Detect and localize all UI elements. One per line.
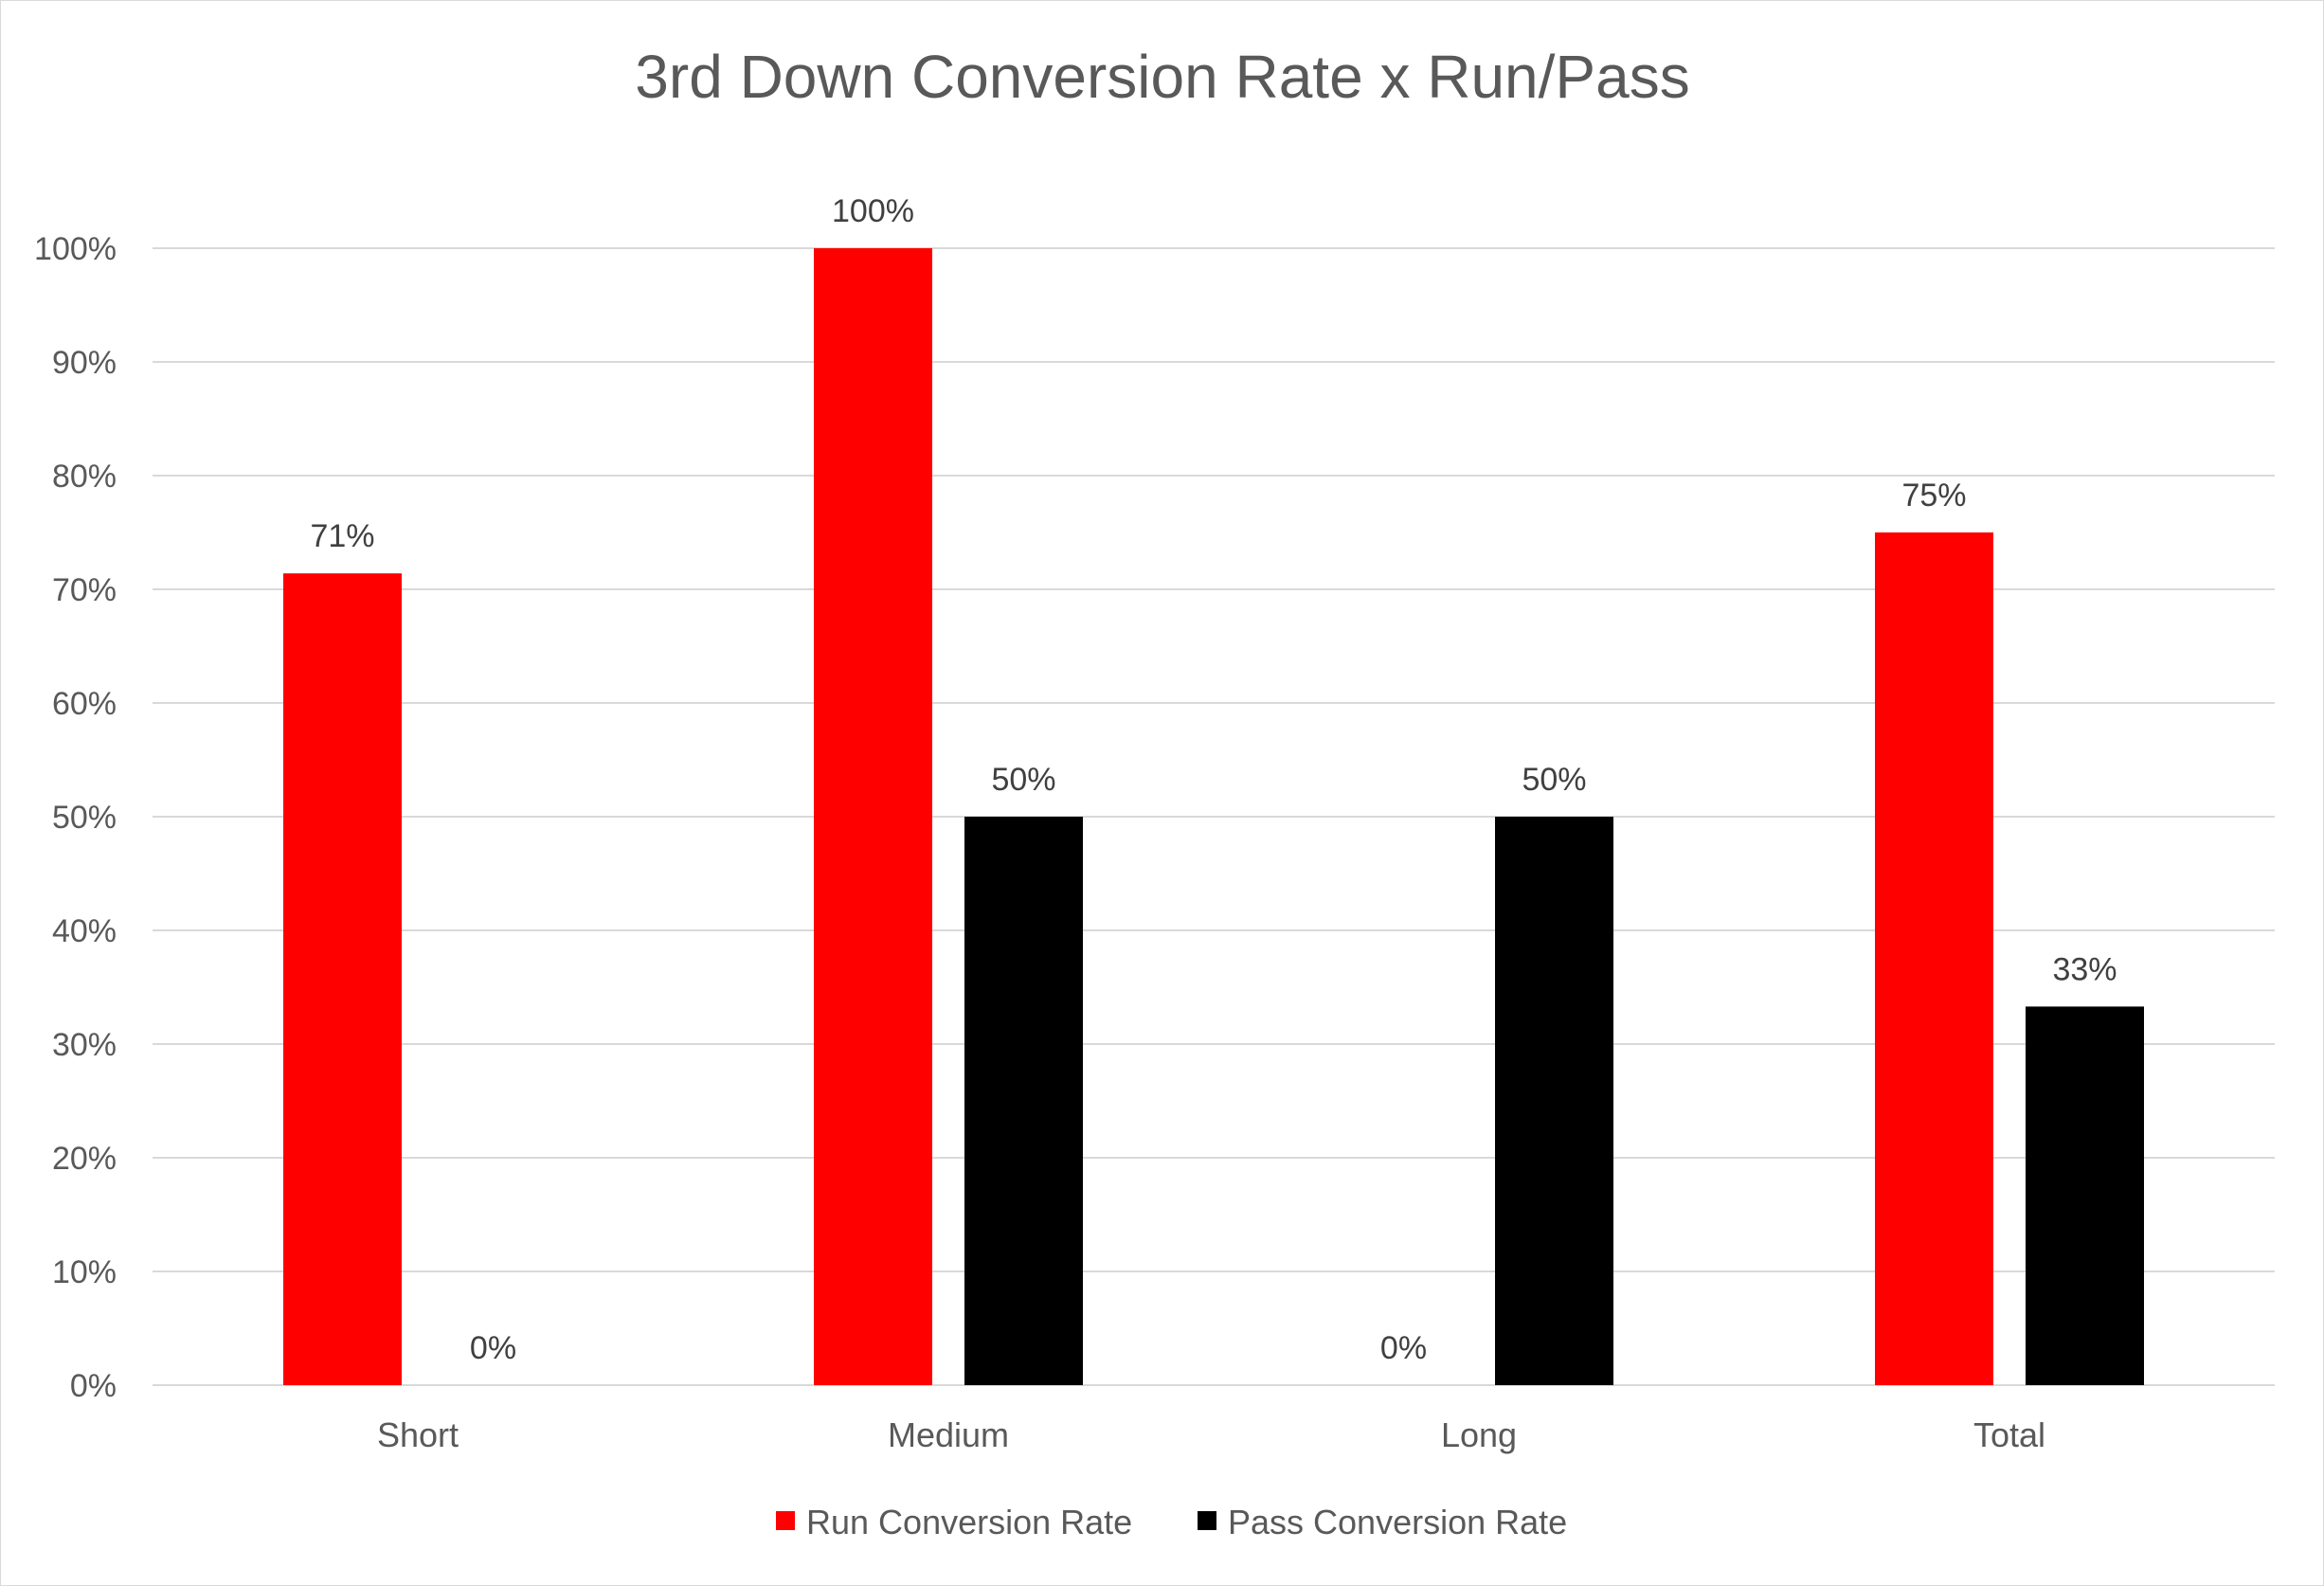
legend-label: Run Conversion Rate [806,1503,1132,1541]
data-label: 100% [832,193,914,229]
y-tick-label: 50% [52,800,117,836]
y-tick-label: 90% [52,345,117,381]
data-label: 50% [991,762,1055,798]
data-label: 71% [310,518,374,554]
bars [283,248,2144,1385]
gridlines [153,247,2275,1386]
legend-swatch-pass [1198,1511,1216,1530]
data-label: 75% [1901,478,1966,514]
x-category-label: Total [1973,1415,2045,1454]
x-category-label: Short [377,1415,459,1454]
bar-medium-pass [964,817,1083,1385]
bar-medium-run [814,248,932,1385]
chart-title: 3rd Down Conversion Rate x Run/Pass [635,43,1689,111]
x-category-label: Long [1441,1415,1517,1454]
data-label: 50% [1522,762,1586,798]
legend: Run Conversion Rate Pass Conversion Rate [776,1503,1567,1541]
y-tick-label: 100% [34,231,117,267]
y-tick-label: 0% [70,1368,117,1404]
bar-total-pass [2026,1006,2144,1385]
y-tick-label: 80% [52,459,117,495]
data-label: 0% [1380,1330,1427,1366]
y-tick-label: 70% [52,572,117,608]
x-category-label: Medium [888,1415,1009,1454]
legend-swatch-run [776,1511,795,1530]
y-axis-ticks: 0% 10% 20% 30% 40% 50% 60% 70% 80% 90% 100% [34,231,117,1404]
y-tick-label: 30% [52,1027,117,1063]
data-label: 0% [470,1330,516,1366]
data-label: 33% [2052,951,2117,987]
y-tick-label: 10% [52,1254,117,1290]
y-tick-label: 40% [52,913,117,949]
y-tick-label: 60% [52,686,117,722]
bar-short-run [283,573,402,1385]
y-tick-label: 20% [52,1141,117,1177]
data-labels: 71% 0% 100% 50% 0% 50% 75% 33% [310,193,2117,1366]
legend-label: Pass Conversion Rate [1228,1503,1567,1541]
bar-long-pass [1495,817,1613,1385]
bar-total-run [1875,532,1993,1385]
x-axis-categories: Short Medium Long Total [377,1415,2045,1454]
